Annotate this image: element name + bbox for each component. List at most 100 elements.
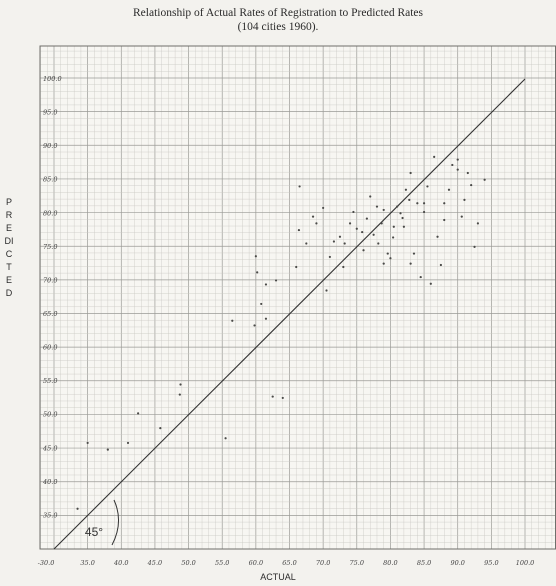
chart-subtitle: (104 cities 1960). xyxy=(237,21,319,33)
data-point xyxy=(348,222,352,225)
data-point xyxy=(369,195,372,198)
data-point xyxy=(463,198,466,201)
data-point xyxy=(426,185,429,188)
data-point xyxy=(483,178,486,181)
y-tick-label: 100.0 xyxy=(43,75,62,83)
data-point xyxy=(315,222,318,225)
data-point xyxy=(342,265,345,269)
data-point xyxy=(274,279,278,282)
data-point xyxy=(392,236,395,239)
x-tick-label: 65.0 xyxy=(282,559,296,567)
y-tick-label: 70.0 xyxy=(43,276,57,284)
data-point xyxy=(443,218,446,222)
data-point xyxy=(106,448,109,451)
x-tick-label: 95.0 xyxy=(484,559,498,567)
data-point xyxy=(382,208,385,212)
data-point xyxy=(401,216,404,220)
data-points xyxy=(76,155,486,510)
y-tick-label: 50.0 xyxy=(43,411,57,419)
data-point xyxy=(365,217,368,220)
data-point xyxy=(281,396,284,400)
data-point xyxy=(271,395,274,398)
data-point xyxy=(295,265,298,269)
x-tick-label: 75.0 xyxy=(350,559,364,567)
data-point xyxy=(343,242,346,245)
x-tick-label: 40.0 xyxy=(113,559,128,567)
data-point xyxy=(386,252,389,255)
x-tick-label: 85.0 xyxy=(417,559,431,567)
y-tick-label: 80.0 xyxy=(43,209,57,217)
data-point xyxy=(409,262,412,265)
data-point xyxy=(325,289,328,292)
data-point xyxy=(439,263,442,267)
data-point xyxy=(451,163,454,167)
x-tick-label: 55.0 xyxy=(215,559,229,567)
y-tick-label: 55.0 xyxy=(43,377,57,385)
data-point xyxy=(372,233,375,236)
x-tick-label: 90.0 xyxy=(450,559,464,567)
data-point xyxy=(404,188,408,191)
data-point xyxy=(408,198,411,201)
data-point xyxy=(361,230,364,234)
y-tick-label: 45.0 xyxy=(42,444,57,452)
reference-line-group xyxy=(53,78,526,550)
data-point xyxy=(126,441,130,445)
data-point xyxy=(328,255,331,259)
data-point xyxy=(433,155,436,158)
data-point xyxy=(402,225,405,228)
data-point xyxy=(322,206,325,210)
y-tick-label: 75.0 xyxy=(43,243,57,251)
y-tick-label: 95.0 xyxy=(43,109,57,117)
data-point xyxy=(447,188,451,191)
x-tick-label: 70.0 xyxy=(316,559,330,567)
y-tick-label: 60.0 xyxy=(43,344,57,352)
data-point xyxy=(382,262,385,265)
chart-title-block: Relationship of Actual Rates of Registra… xyxy=(0,6,556,34)
data-point xyxy=(466,171,469,175)
data-point xyxy=(260,302,263,306)
x-tick-label: 50.0 xyxy=(181,559,195,567)
data-point xyxy=(377,242,380,245)
data-point xyxy=(399,212,402,215)
data-point xyxy=(389,257,392,260)
chart-title: Relationship of Actual Rates of Registra… xyxy=(133,7,423,19)
x-tick-labels: -30.0 35.0 40.0 45.0 50.0 55.0 60.0 65.0 70.0 75.… xyxy=(38,559,535,567)
data-point xyxy=(253,324,256,327)
data-point xyxy=(338,235,342,238)
angle-arc xyxy=(111,499,119,546)
data-point xyxy=(476,222,479,225)
plot-background xyxy=(40,46,556,549)
data-point xyxy=(137,412,140,415)
y-tick-label: 35.0 xyxy=(43,511,57,519)
x-axis-label: ACTUAL xyxy=(260,572,296,582)
data-point xyxy=(375,205,379,208)
data-point xyxy=(178,393,181,396)
data-point xyxy=(422,202,426,205)
data-point xyxy=(392,225,395,228)
y-tick-label: 40.0 xyxy=(42,478,57,486)
y-axis-label: PREDICTED xyxy=(4,197,14,298)
data-point xyxy=(409,171,412,175)
x-tick-label: 60.0 xyxy=(249,559,263,567)
data-point xyxy=(332,240,336,243)
data-point xyxy=(473,245,476,248)
reference-line xyxy=(53,78,526,550)
data-point xyxy=(416,202,419,205)
data-point xyxy=(159,427,162,430)
data-point xyxy=(355,227,358,230)
data-point xyxy=(231,319,234,322)
data-point xyxy=(264,317,268,320)
data-point xyxy=(76,507,79,510)
data-point xyxy=(470,183,473,187)
data-point xyxy=(264,283,268,286)
data-point xyxy=(443,202,446,205)
data-point xyxy=(419,275,422,279)
data-point xyxy=(311,215,315,218)
data-point xyxy=(412,252,416,255)
data-point xyxy=(297,228,301,232)
y-tick-label: 90.0 xyxy=(43,142,57,150)
data-point xyxy=(256,271,259,274)
data-point xyxy=(305,242,308,245)
data-point xyxy=(429,282,432,285)
